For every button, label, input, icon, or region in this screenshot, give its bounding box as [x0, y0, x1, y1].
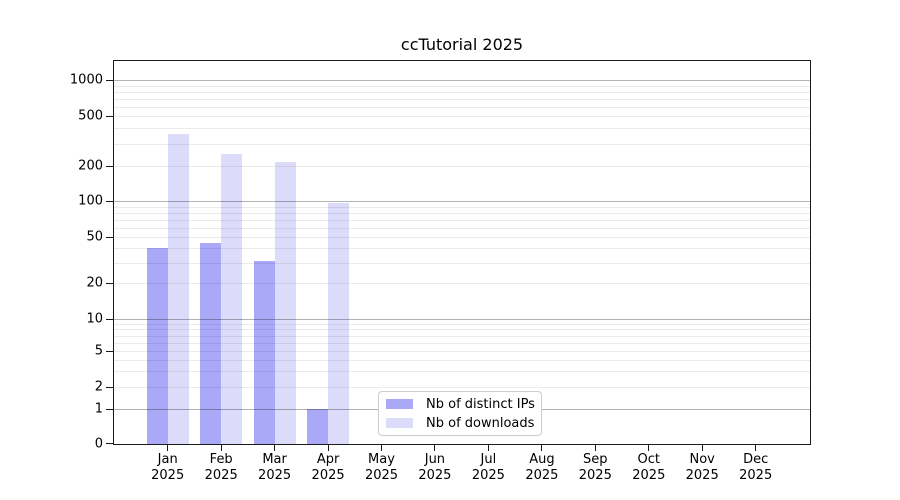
legend-item-distinct-ips: Nb of distinct IPs: [386, 396, 535, 412]
y-tick: [106, 386, 113, 388]
x-tick: [541, 444, 543, 451]
x-tick: [381, 444, 382, 451]
x-tick: [220, 444, 222, 451]
y-tick-label: 1: [94, 401, 103, 417]
x-tick-label: Feb 2025: [204, 452, 238, 483]
y-tick: [106, 200, 113, 202]
y-tick-label: 2: [94, 379, 103, 395]
gridline-minor: [114, 166, 810, 167]
bar-nb-of-downloads-apr-2025: [328, 202, 350, 444]
x-tick: [327, 444, 329, 451]
y-tick: [106, 79, 113, 81]
x-tick: [274, 444, 276, 451]
y-tick: [106, 350, 113, 352]
x-tick-label: Sep 2025: [578, 452, 612, 483]
gridline-minor: [114, 106, 810, 108]
y-tick: [106, 408, 113, 410]
bar-nb-of-distinct-ips-mar-2025: [253, 261, 275, 444]
x-tick: [701, 444, 703, 451]
gridline-minor: [114, 116, 810, 117]
x-tick-label: Jun 2025: [418, 452, 452, 483]
x-tick-label: Mar 2025: [258, 452, 292, 483]
gridline-minor: [114, 98, 810, 100]
bar-nb-of-downloads-jan-2025: [167, 133, 189, 444]
plot-area: Nb of distinct IPs Nb of downloads 0 1 2 5 1…: [70, 60, 811, 483]
y-tick-label: 1000: [69, 72, 103, 88]
gridline-minor: [114, 212, 810, 214]
y-tick-label: 5: [94, 343, 103, 359]
legend-label-distinct-ips: Nb of distinct IPs: [426, 396, 535, 412]
gridline-minor: [114, 85, 810, 87]
y-tick: [106, 318, 113, 320]
bar-nb-of-distinct-ips-apr-2025: [307, 409, 329, 444]
gridline-major: [114, 201, 810, 202]
x-tick: [648, 444, 650, 451]
y-tick-label: 50: [86, 229, 103, 245]
legend-item-downloads: Nb of downloads: [386, 416, 534, 431]
x-tick-label: Dec 2025: [739, 452, 773, 483]
x-tick: [487, 444, 489, 451]
bar-nb-of-distinct-ips-jan-2025: [146, 248, 168, 444]
y-tick: [106, 236, 113, 238]
x-tick: [594, 444, 596, 451]
x-tick-label: Apr 2025: [311, 452, 345, 483]
bar-nb-of-downloads-mar-2025: [274, 162, 296, 444]
x-tick-label: Jan 2025: [151, 452, 185, 483]
y-tick-label: 0: [94, 436, 103, 451]
x-tick-label: Nov 2025: [685, 452, 719, 483]
x-tick: [167, 444, 169, 451]
bar-nb-of-distinct-ips-feb-2025: [200, 243, 222, 444]
x-tick: [755, 444, 757, 451]
y-tick: [106, 282, 113, 284]
gridline-minor: [114, 91, 810, 93]
x-tick-label: Oct 2025: [632, 452, 666, 483]
legend-label-downloads: Nb of downloads: [426, 415, 535, 431]
y-tick: [106, 443, 113, 444]
x-tick-label: May 2025: [364, 452, 399, 483]
y-tick-label: 500: [78, 108, 103, 124]
gridline-minor: [114, 237, 810, 238]
legend-swatch-downloads: [386, 418, 413, 428]
gridline-minor: [114, 128, 810, 130]
gridline-minor: [114, 206, 810, 208]
legend: Nb of distinct IPs Nb of downloads: [378, 391, 542, 436]
x-tick-label: Aug 2025: [525, 452, 559, 483]
y-tick: [106, 115, 113, 117]
y-tick-label: 10: [86, 311, 103, 327]
x-tick-label: Jul 2025: [471, 452, 505, 483]
y-tick: [106, 165, 113, 167]
y-tick-label: 20: [86, 275, 103, 291]
gridline-minor: [114, 143, 810, 145]
bar-nb-of-downloads-feb-2025: [221, 153, 243, 444]
legend-swatch-distinct-ips: [386, 399, 413, 409]
y-tick-label: 200: [78, 158, 103, 174]
gridline-minor: [114, 219, 810, 221]
x-tick: [434, 444, 436, 451]
gridline-minor: [114, 227, 810, 229]
gridline-major: [114, 80, 810, 81]
chart-title: ccTutorial 2025: [400, 35, 524, 54]
y-tick-label: 100: [78, 193, 103, 209]
